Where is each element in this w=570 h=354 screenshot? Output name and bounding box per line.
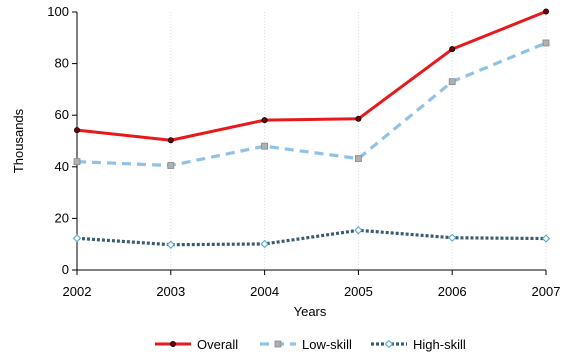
y-tick-label: 80 (55, 56, 69, 71)
legend: Overall Low-skill High-skill (155, 337, 466, 352)
legend-marker-high-skill (384, 339, 394, 349)
data-point-high-skill (166, 240, 175, 249)
legend-marker-overall (169, 340, 176, 347)
data-point-low-skill (167, 162, 175, 169)
data-point-low-skill (73, 158, 81, 166)
series-line-low-skill (76, 41, 547, 168)
y-tick-label: 0 (62, 262, 69, 277)
series (72, 8, 551, 249)
x-axis-title: Years (294, 304, 327, 319)
legend-item-low-skill: Low-skill (260, 337, 352, 352)
x-tick-label: 2003 (156, 284, 185, 299)
x-tick-label: 2002 (63, 284, 92, 299)
data-point-overall (74, 127, 81, 134)
y-tick-label: 40 (55, 159, 69, 174)
y-tick-label: 100 (47, 4, 69, 19)
legend-item-high-skill: High-skill (371, 337, 466, 352)
data-point-overall (355, 115, 362, 122)
legend-label-overall: Overall (197, 337, 238, 352)
data-point-high-skill (448, 233, 457, 242)
gridlines (76, 12, 547, 270)
legend-marker-low-skill (274, 340, 282, 348)
x-tick-label: 2006 (438, 284, 467, 299)
data-point-overall (167, 137, 174, 144)
series-low-skill (73, 39, 550, 169)
series-high-skill (72, 226, 551, 249)
y-tick-label: 20 (55, 210, 69, 225)
legend-item-overall: Overall (155, 337, 238, 352)
data-point-high-skill (72, 234, 82, 243)
data-point-low-skill (542, 39, 550, 47)
axes: Thousands Years 0 20 40 60 80 100 2002 2003 2004… (11, 4, 560, 319)
legend-label-low-skill: Low-skill (302, 337, 352, 352)
x-tick-label: 2007 (532, 284, 561, 299)
data-point-high-skill (541, 234, 551, 243)
y-axis-title: Thousands (11, 108, 26, 173)
data-point-low-skill (448, 78, 456, 86)
series-line-high-skill (76, 228, 547, 247)
data-point-low-skill (261, 142, 269, 150)
series-overall (74, 8, 550, 144)
legend-label-high-skill: High-skill (413, 337, 466, 352)
data-point-overall (449, 46, 456, 53)
series-line-overall (76, 10, 547, 142)
data-point-overall (543, 8, 550, 15)
data-point-high-skill (260, 239, 269, 249)
data-point-overall (261, 117, 268, 124)
x-tick-label: 2004 (250, 284, 279, 299)
x-tick-label: 2005 (344, 284, 373, 299)
y-tick-label: 60 (55, 107, 69, 122)
data-point-high-skill (354, 226, 363, 235)
data-point-low-skill (354, 155, 362, 162)
